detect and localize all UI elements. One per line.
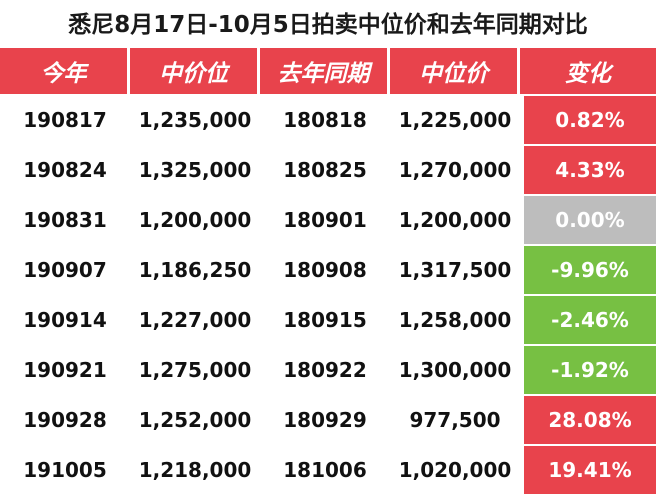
cell-last-year: 180908 bbox=[260, 244, 390, 294]
cell-change: -1.92% bbox=[520, 344, 656, 394]
header-last-year: 去年同期 bbox=[260, 48, 390, 94]
cell-median-last-year: 1,020,000 bbox=[390, 444, 520, 494]
table-row: 190831 1,200,000 180901 1,200,000 0.00% bbox=[0, 194, 656, 244]
cell-change: 28.08% bbox=[520, 394, 656, 444]
table-header: 今年 中价位 去年同期 中位价 变化 bbox=[0, 48, 656, 94]
table-row: 190914 1,227,000 180915 1,258,000 -2.46% bbox=[0, 294, 656, 344]
cell-last-year: 181006 bbox=[260, 444, 390, 494]
table-row: 190817 1,235,000 180818 1,225,000 0.82% bbox=[0, 94, 656, 144]
cell-this-year: 190817 bbox=[0, 94, 130, 144]
table-row: 190824 1,325,000 180825 1,270,000 4.33% bbox=[0, 144, 656, 194]
table-body: 190817 1,235,000 180818 1,225,000 0.82% … bbox=[0, 94, 656, 494]
cell-median-last-year: 1,200,000 bbox=[390, 194, 520, 244]
cell-last-year: 180929 bbox=[260, 394, 390, 444]
cell-this-year: 190914 bbox=[0, 294, 130, 344]
cell-change: -2.46% bbox=[520, 294, 656, 344]
cell-change: 4.33% bbox=[520, 144, 656, 194]
cell-median-this-year: 1,235,000 bbox=[130, 94, 260, 144]
cell-median-last-year: 977,500 bbox=[390, 394, 520, 444]
cell-change: 0.00% bbox=[520, 194, 656, 244]
cell-last-year: 180818 bbox=[260, 94, 390, 144]
cell-median-this-year: 1,275,000 bbox=[130, 344, 260, 394]
cell-change: 0.82% bbox=[520, 94, 656, 144]
cell-change: 19.41% bbox=[520, 444, 656, 494]
table-row: 191005 1,218,000 181006 1,020,000 19.41% bbox=[0, 444, 656, 494]
cell-change: -9.96% bbox=[520, 244, 656, 294]
cell-last-year: 180922 bbox=[260, 344, 390, 394]
cell-median-this-year: 1,218,000 bbox=[130, 444, 260, 494]
table-row: 190907 1,186,250 180908 1,317,500 -9.96% bbox=[0, 244, 656, 294]
table-row: 190928 1,252,000 180929 977,500 28.08% bbox=[0, 394, 656, 444]
table-row: 190921 1,275,000 180922 1,300,000 -1.92% bbox=[0, 344, 656, 394]
cell-last-year: 180825 bbox=[260, 144, 390, 194]
cell-median-last-year: 1,270,000 bbox=[390, 144, 520, 194]
cell-median-last-year: 1,300,000 bbox=[390, 344, 520, 394]
cell-this-year: 190831 bbox=[0, 194, 130, 244]
cell-median-this-year: 1,325,000 bbox=[130, 144, 260, 194]
comparison-table: 今年 中价位 去年同期 中位价 变化 190817 1,235,000 1808… bbox=[0, 48, 656, 494]
cell-median-last-year: 1,258,000 bbox=[390, 294, 520, 344]
cell-median-this-year: 1,186,250 bbox=[130, 244, 260, 294]
cell-this-year: 191005 bbox=[0, 444, 130, 494]
cell-last-year: 180901 bbox=[260, 194, 390, 244]
cell-this-year: 190824 bbox=[0, 144, 130, 194]
header-this-year: 今年 bbox=[0, 48, 130, 94]
header-median-this-year: 中价位 bbox=[130, 48, 260, 94]
cell-median-this-year: 1,252,000 bbox=[130, 394, 260, 444]
cell-this-year: 190907 bbox=[0, 244, 130, 294]
page-title: 悉尼8月17日-10月5日拍卖中位价和去年同期对比 bbox=[68, 12, 588, 38]
cell-median-this-year: 1,227,000 bbox=[130, 294, 260, 344]
cell-median-last-year: 1,225,000 bbox=[390, 94, 520, 144]
cell-this-year: 190928 bbox=[0, 394, 130, 444]
cell-this-year: 190921 bbox=[0, 344, 130, 394]
header-median-last-year: 中位价 bbox=[390, 48, 520, 94]
cell-last-year: 180915 bbox=[260, 294, 390, 344]
header-row: 今年 中价位 去年同期 中位价 变化 bbox=[0, 48, 656, 94]
cell-median-this-year: 1,200,000 bbox=[130, 194, 260, 244]
header-change: 变化 bbox=[520, 48, 656, 94]
cell-median-last-year: 1,317,500 bbox=[390, 244, 520, 294]
